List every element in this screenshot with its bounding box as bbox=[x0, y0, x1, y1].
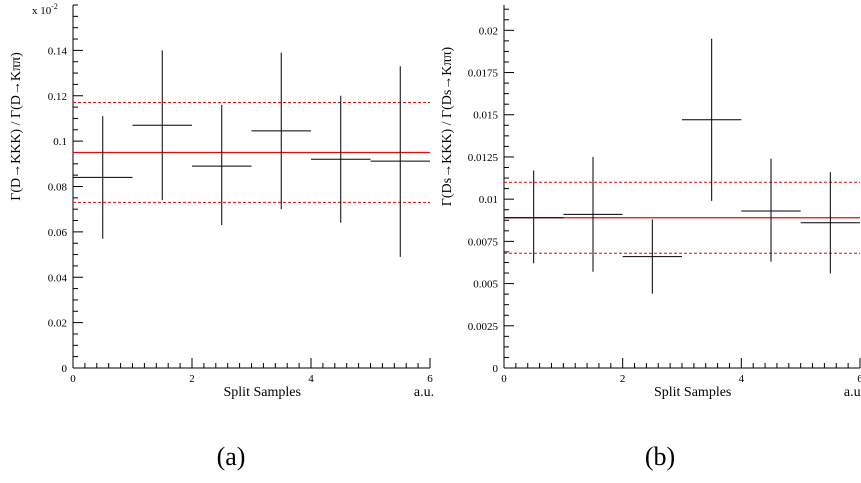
x-axis-title: Split Samples bbox=[224, 385, 301, 400]
y-tick-label: 0.0075 bbox=[468, 236, 499, 248]
panel-a: 0 2 4 6 0 0.02 0.04 0.06 0.08 0.1 0.12 0.14 x 10-2 Sp… bbox=[9, 2, 434, 471]
data-point-3 bbox=[622, 219, 682, 294]
x-axis-title: Split Samples bbox=[654, 385, 731, 400]
x-tick-label: 2 bbox=[620, 373, 626, 385]
data-point-3 bbox=[192, 104, 252, 226]
data-point-1 bbox=[504, 170, 564, 264]
y-tick-label: 0.12 bbox=[48, 91, 67, 103]
data-point-2 bbox=[563, 156, 623, 272]
data-point-6 bbox=[370, 66, 430, 257]
y-tick-label: 0.14 bbox=[48, 45, 68, 57]
x-tick-label: 4 bbox=[308, 373, 314, 385]
x-tick-label: 6 bbox=[427, 373, 433, 385]
y-tick-label: 0.06 bbox=[48, 227, 68, 239]
y-tick-label: 0.01 bbox=[479, 194, 498, 206]
y-tick-label: 0.015 bbox=[473, 110, 498, 122]
y-tick-label: 0.08 bbox=[48, 182, 68, 194]
y-tick-label: 0.0025 bbox=[468, 321, 499, 333]
y-tick-label: 0.1 bbox=[53, 136, 67, 148]
data-point-1 bbox=[73, 116, 133, 239]
x-tick-label: 0 bbox=[70, 373, 76, 385]
y-tick-label: 0.02 bbox=[479, 25, 498, 37]
panel-caption: (b) bbox=[645, 442, 675, 471]
data-point-2 bbox=[132, 50, 192, 201]
y-tick-label: 0.005 bbox=[473, 279, 498, 291]
x-tick-label: 4 bbox=[739, 373, 745, 385]
y-axis-title: Γ(D→KKK) / Γ(D→Kππ) bbox=[9, 52, 24, 201]
x-axis-unit: a.u. bbox=[414, 385, 434, 400]
data-point-6 bbox=[800, 172, 860, 274]
panel-b: 0 2 4 6 0 0.0025 0.005 0.0075 0.01 0.0125 0.015 0.0… bbox=[440, 5, 861, 471]
y-tick-label: 0.02 bbox=[48, 318, 67, 330]
panel-caption: (a) bbox=[217, 442, 246, 471]
x-tick-label: 2 bbox=[189, 373, 195, 385]
data-point-4 bbox=[251, 52, 311, 210]
x-tick-label: 0 bbox=[501, 373, 507, 385]
data-point-5 bbox=[741, 158, 801, 262]
x-tick-label: 6 bbox=[857, 373, 861, 385]
y-tick-label: 0.0175 bbox=[468, 68, 499, 80]
data-point-4 bbox=[682, 38, 742, 201]
y-tick-label: 0.04 bbox=[48, 272, 68, 284]
y-tick-label: 0 bbox=[62, 363, 68, 375]
data-point-5 bbox=[311, 95, 371, 223]
y-multiplier-label: x 10-2 bbox=[32, 2, 58, 17]
y-axis-title: Γ(Ds→KKK) / Γ(Ds→Kππ) bbox=[440, 46, 455, 206]
y-tick-label: 0.0125 bbox=[468, 152, 499, 164]
y-tick-label: 0 bbox=[493, 363, 499, 375]
x-axis-unit: a.u. bbox=[844, 385, 861, 400]
